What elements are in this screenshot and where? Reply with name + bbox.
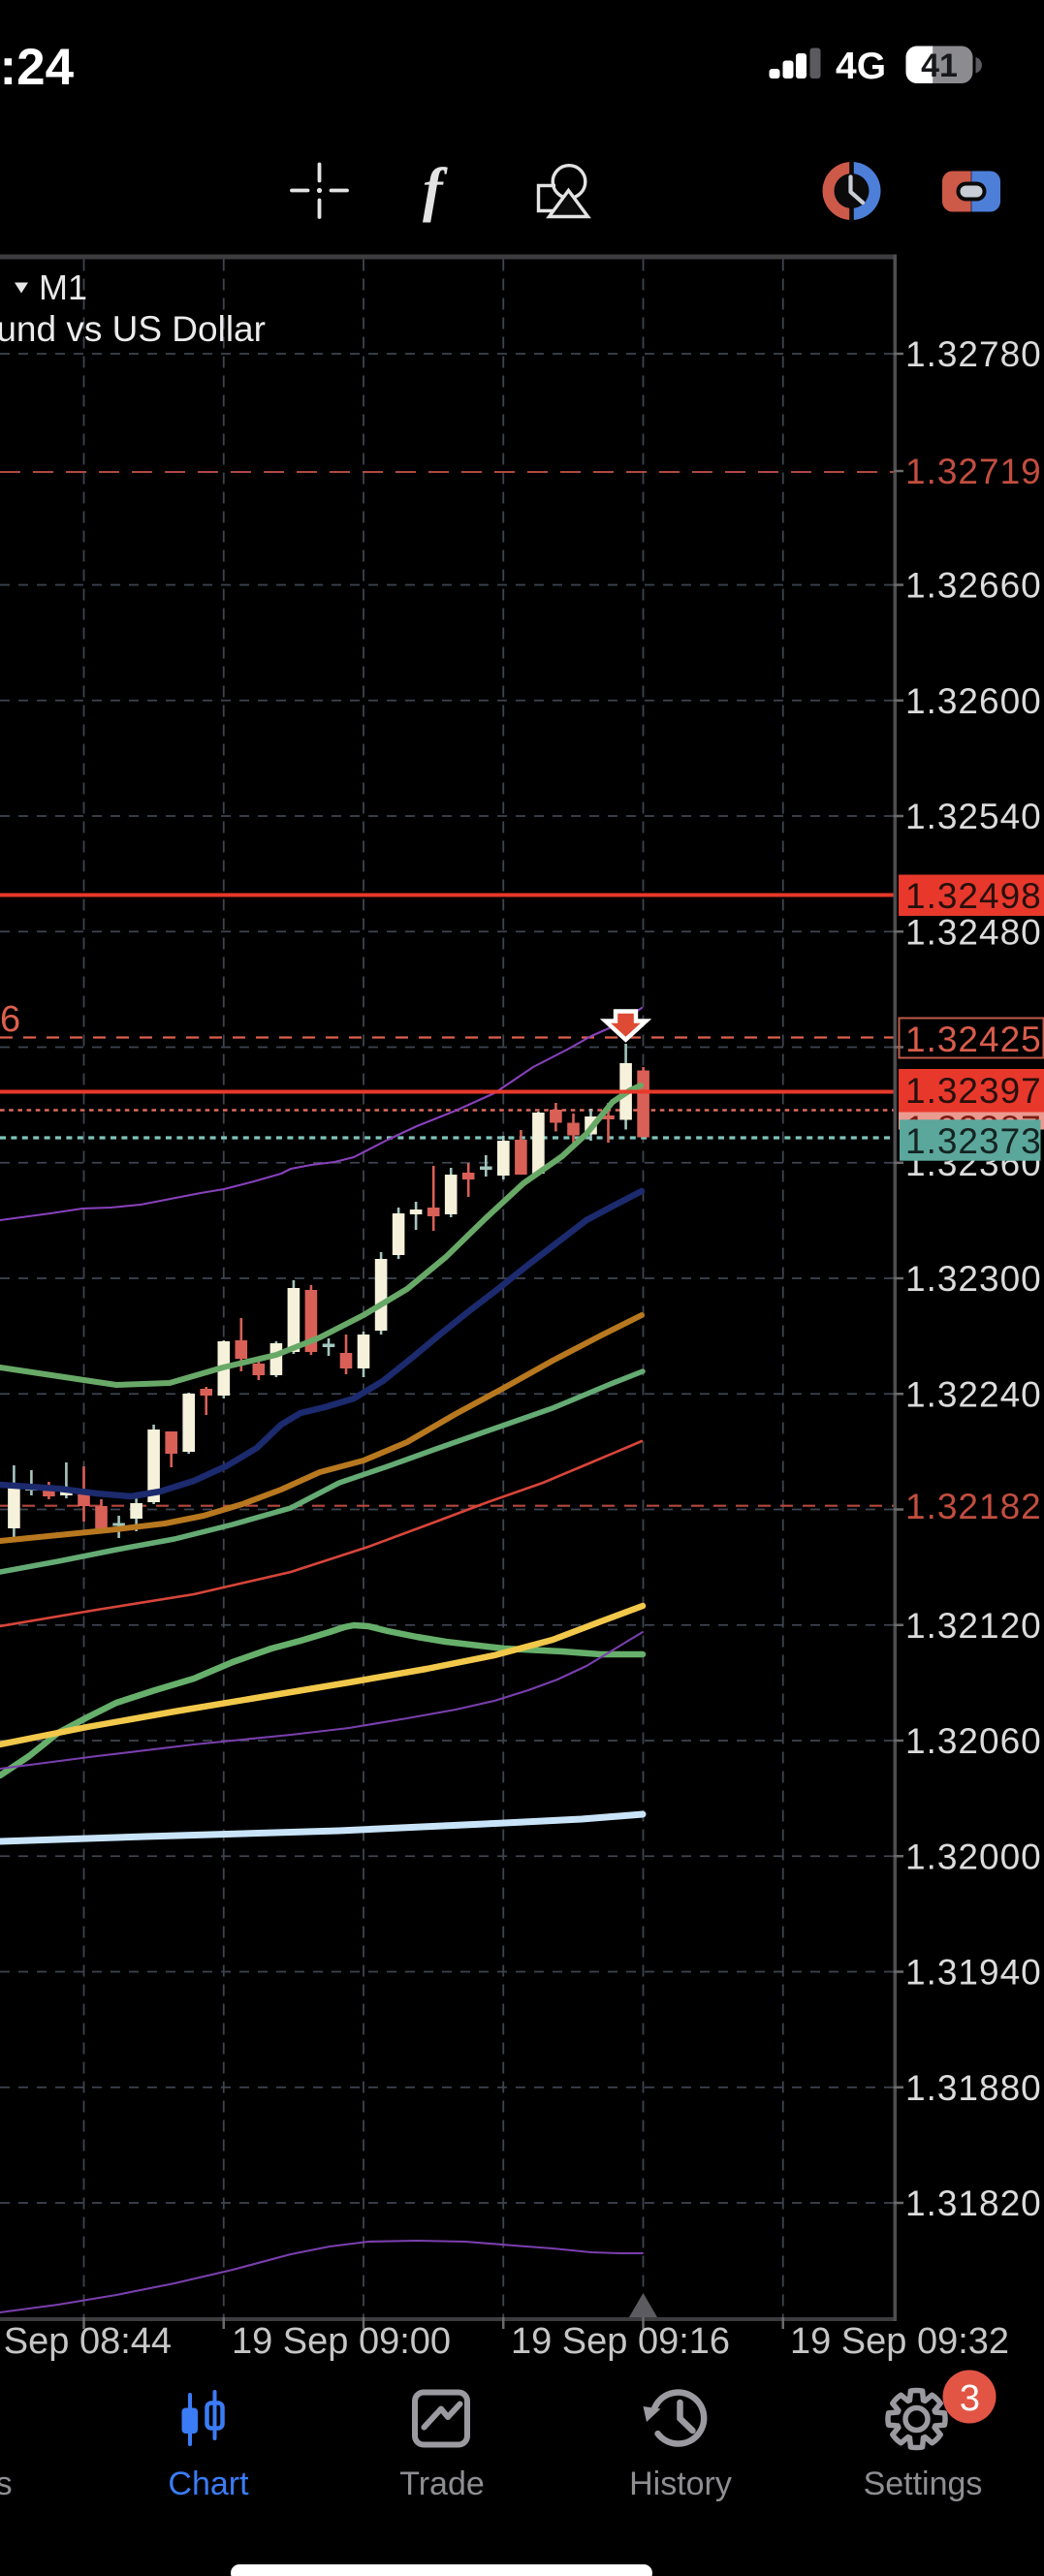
- svg-text:1.32540: 1.32540: [905, 797, 1042, 836]
- svg-text:Chart: Chart: [168, 2466, 249, 2502]
- svg-text:Quotes: Quotes: [0, 2466, 13, 2502]
- svg-text:1.32719: 1.32719: [905, 452, 1042, 491]
- svg-text:1.31940: 1.31940: [905, 1953, 1042, 1993]
- svg-text:1.32480: 1.32480: [905, 912, 1042, 952]
- svg-text:1.32600: 1.32600: [905, 681, 1042, 721]
- svg-text:1.32000: 1.32000: [905, 1837, 1042, 1876]
- svg-text:1.32397: 1.32397: [905, 1071, 1042, 1111]
- svg-text:1.32240: 1.32240: [905, 1374, 1042, 1414]
- svg-text:1.32373: 1.32373: [905, 1121, 1042, 1161]
- svg-text:1.32182: 1.32182: [905, 1487, 1042, 1526]
- svg-text:9:24: 9:24: [0, 39, 75, 96]
- svg-text:1.32060: 1.32060: [905, 1721, 1042, 1761]
- svg-text:19 Sep 08:44: 19 Sep 08:44: [0, 2321, 172, 2362]
- svg-text:British Pound vs US Dollar: British Pound vs US Dollar: [0, 309, 266, 349]
- svg-text:19 Sep 09:16: 19 Sep 09:16: [511, 2321, 730, 2362]
- svg-text:1.32780: 1.32780: [905, 334, 1042, 374]
- svg-text:M1: M1: [39, 267, 87, 307]
- svg-text:1.32660: 1.32660: [905, 566, 1042, 606]
- svg-text:4G: 4G: [836, 46, 886, 87]
- svg-text:3: 3: [960, 2378, 980, 2419]
- svg-text:41: 41: [921, 47, 958, 84]
- svg-text:1.32425: 1.32425: [905, 1020, 1042, 1059]
- svg-text:1.32300: 1.32300: [905, 1259, 1042, 1299]
- svg-text:f: f: [423, 157, 448, 223]
- svg-text:1.32498: 1.32498: [905, 876, 1042, 916]
- svg-text:1.32120: 1.32120: [905, 1606, 1042, 1646]
- svg-text:History: History: [629, 2466, 732, 2502]
- svg-text:6: 6: [0, 999, 20, 1040]
- svg-text:1.31880: 1.31880: [905, 2068, 1042, 2108]
- svg-text:Trade: Trade: [399, 2466, 485, 2502]
- svg-text:1.31820: 1.31820: [905, 2183, 1042, 2223]
- svg-text:Settings: Settings: [864, 2466, 983, 2502]
- svg-text:19 Sep 09:32: 19 Sep 09:32: [790, 2321, 1009, 2362]
- svg-text:19 Sep 09:00: 19 Sep 09:00: [232, 2321, 451, 2362]
